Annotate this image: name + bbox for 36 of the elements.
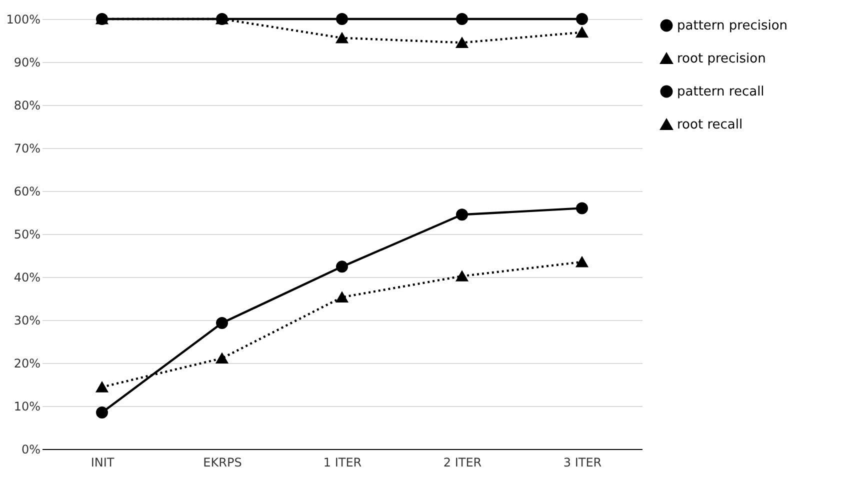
point (456, 270, 468, 282)
point (456, 13, 468, 25)
y-tick-label: 20% (14, 356, 40, 370)
y-tick-label: 60% (14, 184, 40, 198)
legend-label: root precision (677, 52, 766, 66)
x-tick-label: 3 ITER (563, 456, 602, 470)
point (96, 382, 108, 392)
point (456, 37, 468, 48)
point (336, 32, 348, 44)
y-tick-label: 80% (14, 98, 40, 112)
y-tick-label: 40% (14, 270, 40, 284)
point (96, 406, 108, 418)
x-tick-label: 2 ITER (443, 456, 482, 470)
point (336, 260, 348, 273)
y-tick-label: 90% (14, 56, 40, 70)
y-tick-label: 100% (6, 12, 40, 26)
x-tick-label: 1 ITER (323, 456, 362, 470)
point (576, 27, 588, 38)
point (456, 208, 468, 221)
legend-label: root recall (677, 118, 743, 132)
x-tick-label: EKRPS (203, 456, 242, 470)
legend-label: pattern recall (677, 84, 764, 100)
y-tick-label: 10% (14, 400, 40, 414)
point (336, 292, 348, 302)
point (576, 256, 588, 268)
point (216, 352, 228, 364)
y-tick-label: 30% (14, 314, 40, 328)
x-tick-label: INIT (90, 456, 115, 470)
point (576, 202, 588, 214)
y-tick-label: 70% (14, 142, 40, 156)
legend-label: pattern precision (677, 18, 788, 34)
y-tick-label: 0% (21, 442, 40, 456)
y-tick-label: 50% (14, 228, 40, 242)
point (216, 317, 228, 329)
point (336, 13, 348, 25)
point (576, 13, 588, 25)
